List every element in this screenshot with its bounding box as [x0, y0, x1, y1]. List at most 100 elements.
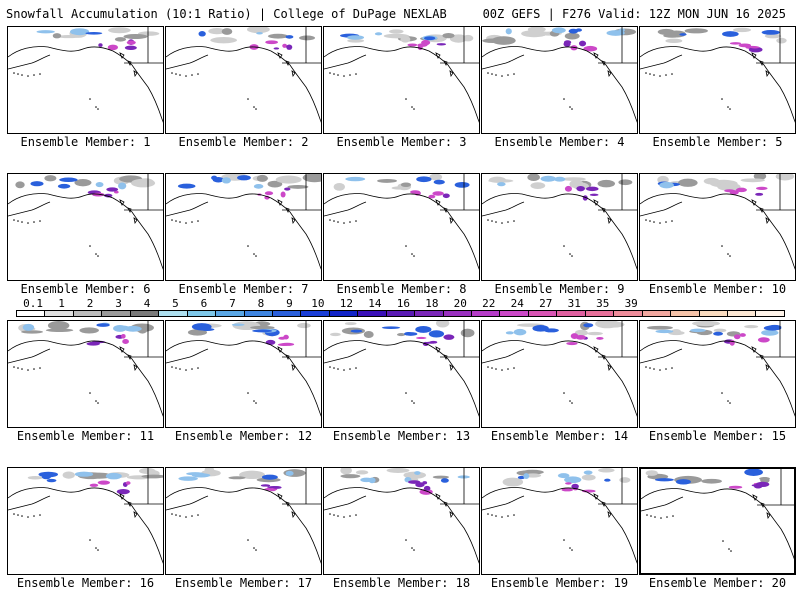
snow-light-area: [333, 182, 345, 191]
island: [343, 369, 345, 371]
snow-light-area: [74, 179, 92, 187]
island: [411, 106, 413, 108]
island: [729, 402, 731, 404]
coastline: [435, 199, 441, 206]
island: [563, 392, 565, 394]
island: [333, 220, 335, 222]
island: [411, 547, 413, 549]
island: [413, 549, 415, 551]
coastline: [8, 54, 51, 70]
snow-light-area: [586, 331, 603, 336]
island: [495, 221, 497, 223]
snow-heavy-area: [286, 44, 293, 50]
scale-tick-label: 4: [143, 297, 151, 310]
island: [333, 367, 335, 369]
snow-light-area: [267, 180, 283, 188]
coastline: [8, 201, 51, 217]
ensemble-member-label: Ensemble Member: 7: [178, 282, 309, 296]
scale-tick-label: 35: [596, 297, 610, 310]
island: [671, 73, 673, 75]
island: [33, 368, 35, 370]
scale-tick-label: 1: [58, 297, 65, 310]
island: [337, 221, 339, 223]
snow-moderate-area: [381, 326, 401, 330]
ensemble-map-panel: [165, 467, 322, 575]
snow-moderate-area: [659, 181, 674, 189]
island: [253, 106, 255, 108]
island: [730, 550, 732, 552]
snow-light-area: [114, 37, 127, 42]
island: [191, 368, 193, 370]
scale-color-swatch: [699, 311, 728, 316]
ensemble-map-panel: [639, 26, 796, 134]
snow-heavy-area: [425, 341, 438, 344]
coastline: [435, 52, 441, 59]
island: [343, 516, 345, 518]
island: [13, 72, 15, 74]
coastline: [607, 511, 612, 519]
snow-heavy-area: [586, 186, 599, 192]
island: [728, 548, 730, 550]
scale-color-swatch: [415, 311, 444, 316]
snow-heavy-area: [415, 336, 427, 339]
snow-heavy-area: [421, 39, 431, 46]
snow-moderate-area: [231, 323, 245, 326]
ensemble-map: [8, 468, 163, 564]
scale-color-swatch: [756, 311, 784, 316]
scale-tick-label: 7: [229, 297, 236, 310]
snow-light-area: [386, 468, 410, 473]
coastline: [449, 70, 454, 78]
ensemble-member-label: Ensemble Member: 18: [332, 576, 471, 590]
island: [487, 219, 489, 221]
island: [727, 106, 729, 108]
island: [337, 515, 339, 517]
ensemble-map-panel: [639, 320, 796, 428]
snow-moderate-area: [118, 182, 127, 190]
coastline: [8, 495, 51, 511]
scale-color-swatch: [17, 311, 46, 316]
coastline: [127, 501, 132, 508]
snow-heavy-area: [729, 339, 735, 346]
island: [491, 514, 493, 516]
snow-moderate-area: [554, 176, 566, 182]
ensemble-map-panel: [323, 467, 480, 575]
coastline: [324, 201, 367, 217]
snow-heavy-area: [284, 187, 291, 191]
island: [349, 515, 351, 517]
ensemble-map-panel: [7, 320, 164, 428]
snow-light-area: [491, 36, 516, 45]
island: [27, 516, 29, 518]
ensemble-member-label: Ensemble Member: 13: [332, 429, 471, 443]
island: [329, 366, 331, 368]
snow-light-area: [645, 470, 658, 476]
snow-heavy-area: [596, 336, 604, 340]
snow-light-area: [275, 175, 302, 184]
island: [355, 514, 357, 516]
island: [645, 219, 647, 221]
coastline: [166, 54, 209, 70]
snow-light-area: [299, 35, 316, 41]
scale-tick-label: 27: [539, 297, 553, 310]
ensemble-member-label: Ensemble Member: 14: [490, 429, 629, 443]
ensemble-member-label: Ensemble Member: 20: [648, 576, 787, 590]
island: [89, 539, 91, 541]
ensemble-map: [166, 321, 321, 417]
island: [97, 108, 99, 110]
island: [343, 222, 345, 224]
scale-tick-label: 10: [311, 297, 325, 310]
island: [649, 367, 651, 369]
snow-moderate-area: [253, 184, 264, 189]
island: [171, 513, 173, 515]
coastline: [482, 201, 525, 217]
coastline: [607, 70, 612, 78]
ensemble-map: [482, 27, 637, 123]
coastline: [166, 487, 321, 564]
snow-light-area: [460, 328, 475, 338]
island: [495, 515, 497, 517]
snow-moderate-area: [261, 474, 278, 480]
island: [333, 514, 335, 516]
snow-heavy-area: [561, 488, 574, 492]
island: [27, 369, 29, 371]
ensemble-member-label: Ensemble Member: 1: [20, 135, 151, 149]
coastline: [285, 354, 290, 361]
